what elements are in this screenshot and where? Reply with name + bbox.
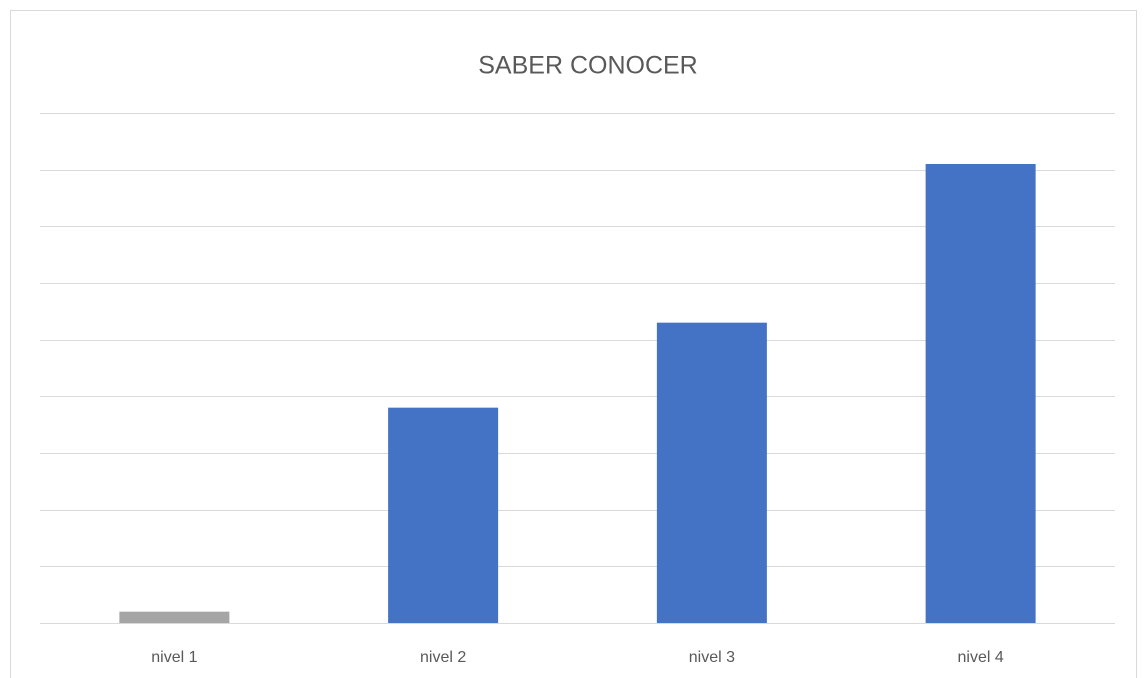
x-tick-label: nivel 2 — [420, 649, 466, 666]
bar — [656, 322, 767, 623]
bar — [925, 164, 1036, 623]
bar — [119, 611, 230, 623]
x-tick-label: nivel 1 — [151, 649, 197, 666]
x-tick-label: nivel 3 — [689, 649, 735, 666]
bar — [388, 407, 499, 623]
x-tick-label: nivel 4 — [958, 649, 1004, 666]
chart-title: SABER CONOCER — [478, 52, 697, 80]
